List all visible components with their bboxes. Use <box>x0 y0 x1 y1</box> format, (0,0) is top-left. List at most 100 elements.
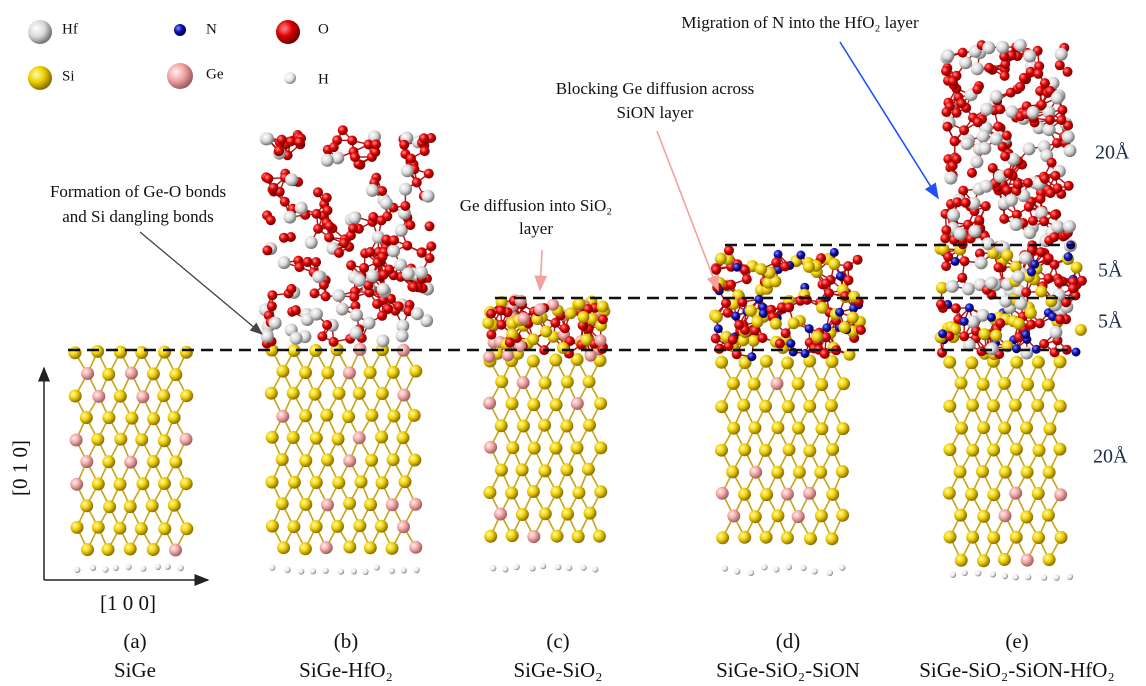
atom <box>332 433 345 446</box>
atom <box>539 507 552 520</box>
atom <box>726 465 739 478</box>
atom <box>993 122 1003 132</box>
atom <box>780 262 790 272</box>
atom <box>295 202 308 215</box>
atom <box>329 337 339 347</box>
atom <box>329 142 339 152</box>
atom <box>968 225 981 238</box>
atom <box>782 400 795 413</box>
atom <box>998 422 1011 435</box>
atom <box>355 475 368 488</box>
atom <box>313 224 323 234</box>
atom <box>157 389 170 402</box>
atom <box>560 463 573 476</box>
atom <box>583 375 596 388</box>
atom <box>1064 181 1074 191</box>
atom <box>792 377 805 390</box>
atom <box>737 399 750 412</box>
panel-label: (d) <box>776 629 801 653</box>
atom <box>731 312 740 321</box>
atom <box>595 334 607 346</box>
atom <box>310 520 323 533</box>
atom <box>527 485 540 498</box>
atom <box>1020 511 1033 524</box>
atom <box>966 444 979 457</box>
atom <box>376 476 389 489</box>
atom <box>411 307 424 320</box>
atom <box>995 104 1005 114</box>
atom <box>742 274 752 284</box>
atom <box>180 346 193 359</box>
atom <box>1031 399 1044 412</box>
legend-label: Ge <box>206 66 224 82</box>
atom <box>975 256 988 269</box>
atom <box>321 154 334 167</box>
atom <box>952 154 962 164</box>
atom <box>944 172 957 185</box>
atom <box>353 431 366 444</box>
atom <box>147 412 160 425</box>
atom <box>113 565 119 571</box>
atom <box>549 354 562 367</box>
atom <box>371 139 381 149</box>
atom <box>711 311 723 323</box>
atom <box>561 375 574 388</box>
atom <box>513 564 519 570</box>
atom <box>517 376 530 389</box>
panel-label: (e) <box>1005 629 1028 653</box>
atom <box>844 275 854 285</box>
atom <box>1035 318 1045 328</box>
atom <box>954 509 967 522</box>
atom <box>386 498 399 511</box>
atom <box>320 541 333 554</box>
atom <box>377 311 387 321</box>
atom <box>483 397 496 410</box>
legend-swatch <box>284 72 296 84</box>
atom <box>999 214 1009 224</box>
atom <box>759 400 772 413</box>
atom <box>332 476 345 489</box>
atom <box>1030 260 1039 269</box>
atom <box>1010 531 1023 544</box>
atom <box>527 355 540 368</box>
atom <box>727 510 740 523</box>
atom <box>943 356 956 369</box>
atom <box>836 272 845 281</box>
atom <box>999 295 1012 308</box>
atom <box>1041 574 1047 580</box>
legend-swatch <box>174 24 186 36</box>
panel-name: SiGe-HfO₂ <box>299 658 393 682</box>
atom <box>938 329 947 338</box>
atom <box>822 323 831 332</box>
atom <box>815 509 828 522</box>
atom <box>828 258 840 270</box>
atom <box>291 305 301 315</box>
arrow <box>540 250 542 290</box>
atom <box>960 317 969 326</box>
atom <box>1071 262 1083 274</box>
atom <box>299 498 312 511</box>
thickness-label: 5Å <box>1098 311 1123 333</box>
atom <box>1039 216 1049 226</box>
atom <box>266 431 279 444</box>
atom <box>506 397 519 410</box>
atom <box>771 466 784 479</box>
atom <box>313 187 323 197</box>
atom <box>266 520 279 533</box>
atom <box>557 342 569 354</box>
atom <box>1019 251 1032 264</box>
atom <box>114 478 127 491</box>
atom <box>1015 82 1025 92</box>
atom <box>1023 50 1036 63</box>
atom <box>749 510 762 523</box>
atom <box>995 318 1005 328</box>
atom <box>1062 130 1075 143</box>
atom <box>965 356 978 369</box>
atom <box>1072 348 1081 357</box>
atom <box>962 570 968 576</box>
atom <box>839 321 851 333</box>
atom <box>280 197 290 207</box>
atom <box>835 308 844 317</box>
atom <box>987 313 996 322</box>
